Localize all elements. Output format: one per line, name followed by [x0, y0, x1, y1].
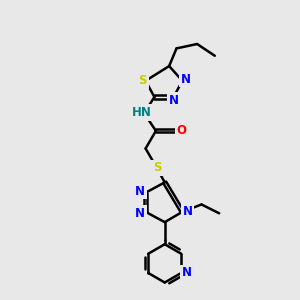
Text: S: S — [138, 74, 147, 87]
Text: N: N — [182, 266, 192, 279]
Text: HN: HN — [132, 106, 152, 119]
Text: S: S — [153, 161, 162, 174]
Text: N: N — [181, 73, 191, 86]
Text: N: N — [169, 94, 178, 107]
Text: O: O — [177, 124, 187, 137]
Text: N: N — [135, 185, 145, 198]
Text: N: N — [183, 205, 193, 218]
Text: N: N — [135, 207, 145, 220]
